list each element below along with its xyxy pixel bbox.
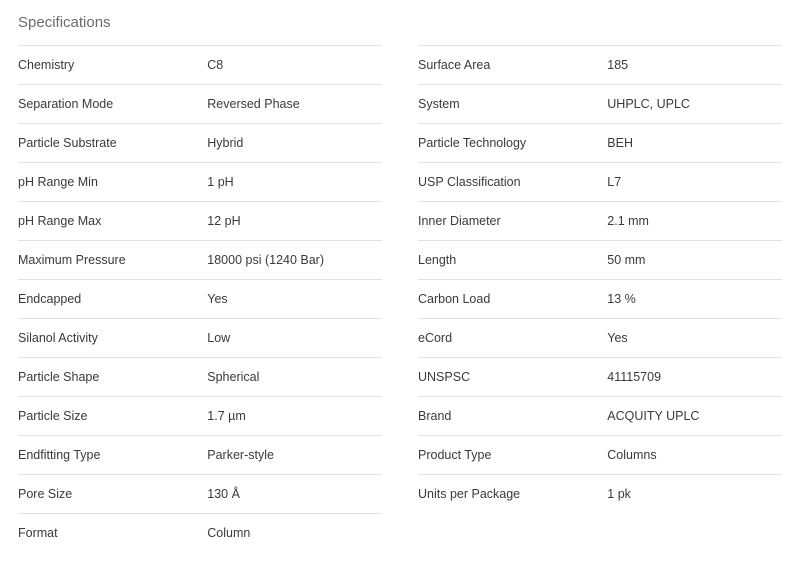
spec-row: Pore Size130 Å xyxy=(18,474,382,513)
spec-label: Inner Diameter xyxy=(418,214,607,228)
spec-column-right: Surface Area185SystemUHPLC, UPLCParticle… xyxy=(418,45,782,552)
spec-value: Low xyxy=(207,331,382,345)
spec-value: 2.1 mm xyxy=(607,214,782,228)
spec-label: USP Classification xyxy=(418,175,607,189)
spec-value: Column xyxy=(207,526,382,540)
spec-row: Maximum Pressure18000 psi (1240 Bar) xyxy=(18,240,382,279)
spec-value: 1 pk xyxy=(607,487,782,501)
spec-label: pH Range Max xyxy=(18,214,207,228)
spec-row: BrandACQUITY UPLC xyxy=(418,396,782,435)
spec-value: 130 Å xyxy=(207,487,382,501)
spec-value: Yes xyxy=(207,292,382,306)
spec-row: Length50 mm xyxy=(418,240,782,279)
spec-label: Endfitting Type xyxy=(18,448,207,462)
spec-value: 1 pH xyxy=(207,175,382,189)
spec-row: Particle TechnologyBEH xyxy=(418,123,782,162)
spec-row: Product TypeColumns xyxy=(418,435,782,474)
spec-value: Yes xyxy=(607,331,782,345)
spec-row: UNSPSC41115709 xyxy=(418,357,782,396)
spec-row: Carbon Load13 % xyxy=(418,279,782,318)
spec-value: Parker-style xyxy=(207,448,382,462)
spec-value: C8 xyxy=(207,58,382,72)
spec-label: System xyxy=(418,97,607,111)
spec-label: Pore Size xyxy=(18,487,207,501)
spec-value: 50 mm xyxy=(607,253,782,267)
spec-row: Inner Diameter2.1 mm xyxy=(418,201,782,240)
spec-value: 185 xyxy=(607,58,782,72)
spec-label: Product Type xyxy=(418,448,607,462)
spec-row: Separation ModeReversed Phase xyxy=(18,84,382,123)
spec-value: 41115709 xyxy=(607,370,782,384)
spec-row: Particle SubstrateHybrid xyxy=(18,123,382,162)
spec-label: Units per Package xyxy=(418,487,607,501)
spec-value: BEH xyxy=(607,136,782,150)
spec-value: UHPLC, UPLC xyxy=(607,97,782,111)
spec-label: Particle Shape xyxy=(18,370,207,384)
spec-row: pH Range Max12 pH xyxy=(18,201,382,240)
spec-value: Hybrid xyxy=(207,136,382,150)
spec-label: Particle Size xyxy=(18,409,207,423)
spec-row: Surface Area185 xyxy=(418,45,782,84)
spec-row: eCordYes xyxy=(418,318,782,357)
spec-value: L7 xyxy=(607,175,782,189)
spec-value: Reversed Phase xyxy=(207,97,382,111)
spec-value: 1.7 µm xyxy=(207,409,382,423)
spec-value: 13 % xyxy=(607,292,782,306)
spec-label: Chemistry xyxy=(18,58,207,72)
spec-label: Separation Mode xyxy=(18,97,207,111)
spec-value: Spherical xyxy=(207,370,382,384)
spec-label: Carbon Load xyxy=(418,292,607,306)
spec-value: Columns xyxy=(607,448,782,462)
spec-label: Format xyxy=(18,526,207,540)
spec-row: SystemUHPLC, UPLC xyxy=(418,84,782,123)
spec-label: Surface Area xyxy=(418,58,607,72)
spec-row: FormatColumn xyxy=(18,513,382,552)
spec-label: Endcapped xyxy=(18,292,207,306)
spec-columns: ChemistryC8Separation ModeReversed Phase… xyxy=(18,45,782,552)
spec-label: eCord xyxy=(418,331,607,345)
spec-row: Units per Package1 pk xyxy=(418,474,782,513)
section-title: Specifications xyxy=(18,14,782,31)
spec-label: Maximum Pressure xyxy=(18,253,207,267)
spec-row: USP ClassificationL7 xyxy=(418,162,782,201)
spec-value: 18000 psi (1240 Bar) xyxy=(207,253,382,267)
spec-label: Particle Substrate xyxy=(18,136,207,150)
spec-label: UNSPSC xyxy=(418,370,607,384)
spec-label: Brand xyxy=(418,409,607,423)
spec-value: 12 pH xyxy=(207,214,382,228)
spec-label: Silanol Activity xyxy=(18,331,207,345)
spec-row: EndcappedYes xyxy=(18,279,382,318)
spec-row: Endfitting TypeParker-style xyxy=(18,435,382,474)
spec-value: ACQUITY UPLC xyxy=(607,409,782,423)
spec-row: Particle Size1.7 µm xyxy=(18,396,382,435)
spec-row: ChemistryC8 xyxy=(18,45,382,84)
spec-label: Length xyxy=(418,253,607,267)
spec-label: pH Range Min xyxy=(18,175,207,189)
spec-row: Particle ShapeSpherical xyxy=(18,357,382,396)
spec-column-left: ChemistryC8Separation ModeReversed Phase… xyxy=(18,45,382,552)
spec-row: pH Range Min1 pH xyxy=(18,162,382,201)
spec-label: Particle Technology xyxy=(418,136,607,150)
spec-row: Silanol ActivityLow xyxy=(18,318,382,357)
